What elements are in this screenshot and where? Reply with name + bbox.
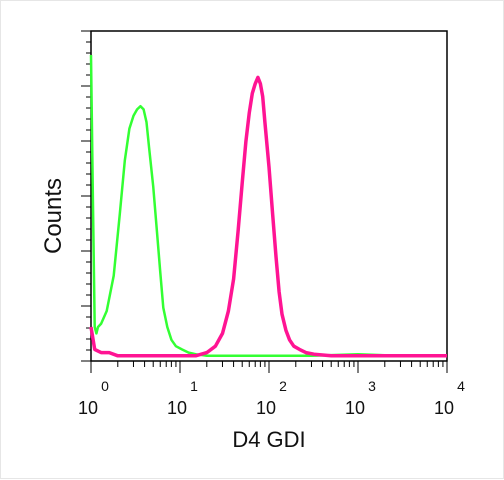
x-axis-label: D4 GDI [232,427,305,452]
x-tick-label-exponent: 3 [368,378,376,394]
series-layer [89,54,447,358]
x-axis-ticks [90,361,448,373]
y-axis-ticks [81,30,91,362]
series-line-2 [89,75,447,358]
x-tick-label-base: 10 [167,398,187,418]
x-tick-label-base: 10 [256,398,276,418]
x-tick-label-exponent: 4 [457,378,465,394]
x-tick-label-base: 10 [434,398,454,418]
series-line-1 [89,54,447,358]
x-tick-label-exponent: 0 [101,378,109,394]
plot-area [90,30,448,362]
x-tick-label-base: 10 [345,398,365,418]
x-tick-label-exponent: 1 [190,378,198,394]
x-tick-label-exponent: 2 [279,378,287,394]
x-tick-label-base: 10 [78,398,98,418]
y-axis-label: Counts [40,178,67,254]
